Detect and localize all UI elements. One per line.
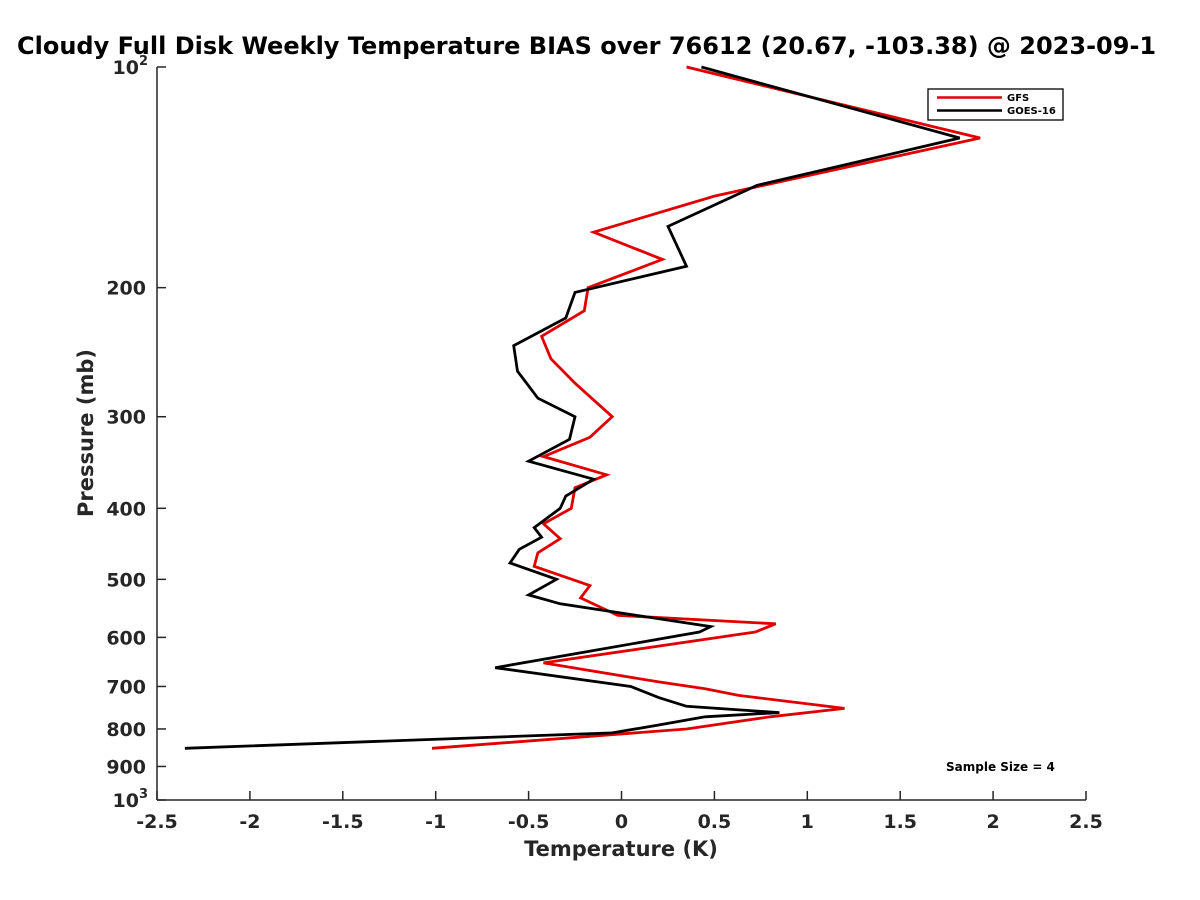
y-tick-label: 102 [113,54,149,79]
x-tick-label: 2 [986,811,999,833]
y-tick-label: 700 [106,676,146,698]
x-axis-label: Temperature (K) [524,837,718,861]
chart-title: Cloudy Full Disk Weekly Temperature BIAS… [17,32,1156,60]
x-tick-label: 2.5 [1069,811,1103,833]
y-tick-label: 103 [113,787,149,812]
x-tick-label: -1 [425,811,446,833]
series-layer [184,65,981,750]
x-tick-label: 0.5 [698,811,732,833]
y-tick-label: 300 [106,407,146,429]
sample-size-annotation: Sample Size = 4 [946,760,1055,774]
y-tick-label: 200 [106,278,146,300]
legend-box [927,88,1064,121]
legend-label-goes-16: GOES-16 [1007,106,1056,117]
y-tick-label: 500 [106,569,146,591]
y-tick-label: 600 [106,627,146,649]
legend: GFS GOES-16 [927,88,1064,121]
x-axis-ticks: -2.5 -2 -1.5 -1 -0.5 0 0.5 1 1.5 2 2.5 [136,791,1103,833]
x-tick-label: 1 [801,811,814,833]
y-axis-label: Pressure (mb) [74,349,98,517]
plot-area [157,67,1086,800]
y-axis-ticks: 102 200 300 400 500 600 700 800 900 103 [106,54,166,812]
series-line-goes-16 [184,65,961,750]
y-tick-label: 400 [106,498,146,520]
x-tick-label: -2 [239,811,260,833]
x-tick-label: 1.5 [883,811,917,833]
series-line-gfs [431,65,981,750]
legend-label-gfs: GFS [1007,93,1029,104]
x-tick-label: 0 [615,811,628,833]
x-tick-label: -2.5 [136,811,178,833]
y-tick-label: 800 [106,719,146,741]
x-tick-label: -1.5 [322,811,364,833]
x-tick-label: -0.5 [508,811,550,833]
y-tick-label: 900 [106,756,146,778]
